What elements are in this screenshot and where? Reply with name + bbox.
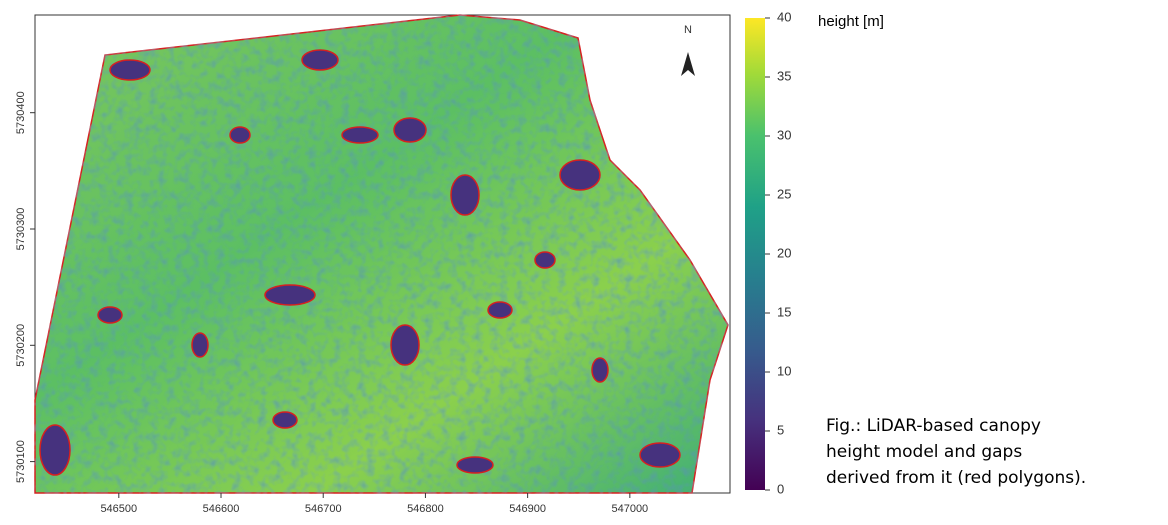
colorbar-tick-label: 35 (777, 68, 791, 83)
y-tick-label: 5730200 (15, 324, 27, 367)
colorbar-tick-label: 0 (777, 481, 784, 496)
x-tick-label: 546500 (100, 503, 137, 515)
x-tick-label: 546800 (407, 503, 444, 515)
caption-line: Fig.: LiDAR-based canopy (826, 416, 1041, 436)
x-tick-label: 546700 (305, 503, 342, 515)
y-tick-label: 5730100 (15, 440, 27, 483)
x-tick-label: 547000 (611, 503, 648, 515)
y-tick-label: 5730300 (15, 208, 27, 251)
colorbar-tick-label: 10 (777, 363, 791, 378)
x-tick-label: 546900 (509, 503, 546, 515)
caption-line: height model and gaps (826, 442, 1022, 462)
legend-title: height [m] (818, 13, 884, 30)
gap-polygons (39, 49, 681, 476)
colorbar-tick-label: 5 (777, 422, 784, 437)
canopy-raster (34, 14, 729, 494)
colorbar (745, 18, 765, 490)
colorbar-tick-label: 40 (777, 9, 791, 24)
colorbar-tick-label: 20 (777, 245, 791, 260)
colorbar-tick-label: 30 (777, 127, 791, 142)
colorbar-tick-label: 25 (777, 186, 791, 201)
y-tick-label: 5730400 (15, 91, 27, 134)
x-tick-label: 546600 (203, 503, 240, 515)
colorbar-tick-label: 15 (777, 304, 791, 319)
caption-line: derived from it (red polygons). (826, 468, 1086, 488)
north-arrow (681, 52, 695, 76)
north-label: N (684, 24, 692, 36)
